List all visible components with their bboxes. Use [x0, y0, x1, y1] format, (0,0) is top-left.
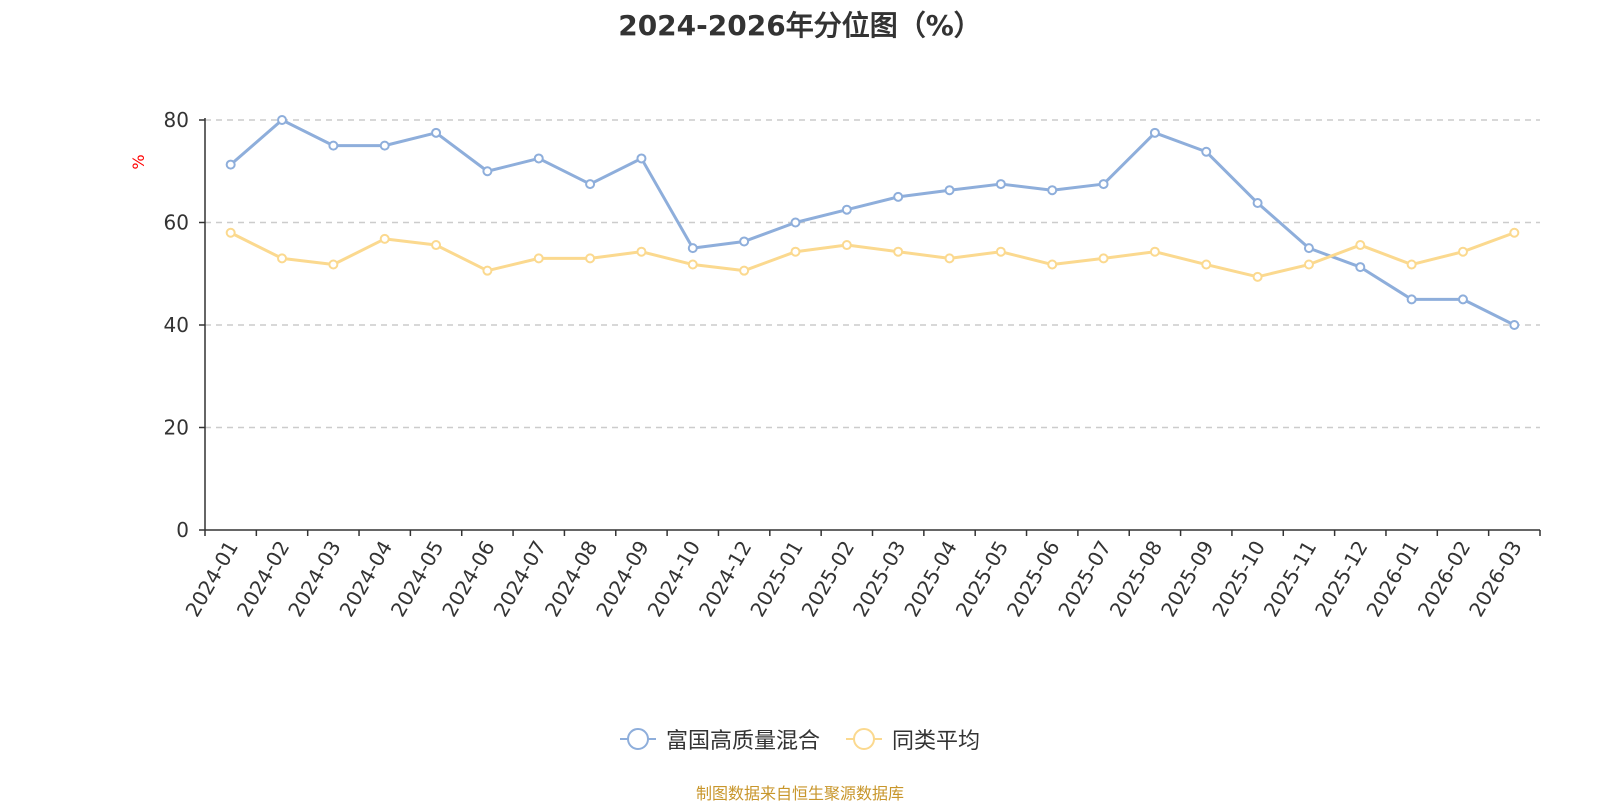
data-point[interactable] — [636, 246, 647, 257]
data-point[interactable] — [1303, 259, 1314, 270]
data-point[interactable] — [1457, 294, 1468, 305]
data-point[interactable] — [277, 115, 288, 125]
data-point[interactable] — [636, 153, 647, 164]
data-point[interactable] — [687, 259, 698, 270]
data-point[interactable] — [1457, 246, 1468, 257]
y-tick-label: 0 — [176, 518, 189, 542]
data-point[interactable] — [225, 227, 236, 238]
data-point[interactable] — [431, 240, 442, 251]
data-point[interactable] — [739, 265, 750, 276]
data-point[interactable] — [379, 233, 390, 244]
y-tick-label: 80 — [164, 108, 189, 132]
data-point[interactable] — [1201, 259, 1212, 270]
data-point[interactable] — [379, 140, 390, 151]
data-point[interactable] — [1252, 198, 1263, 209]
legend-item[interactable]: 同类平均 — [846, 723, 980, 755]
series-line — [230, 231, 1515, 279]
data-point[interactable] — [1252, 271, 1263, 282]
data-point[interactable] — [944, 253, 955, 264]
y-axis-label: % — [129, 154, 148, 169]
y-tick-label: 20 — [164, 416, 189, 440]
data-point[interactable] — [944, 185, 955, 196]
legend-label: 同类平均 — [892, 729, 981, 754]
y-tick-label: 60 — [164, 211, 189, 235]
data-point[interactable] — [1047, 259, 1058, 270]
data-point[interactable] — [893, 191, 904, 202]
data-point[interactable] — [687, 243, 698, 254]
data-point[interactable] — [1149, 127, 1160, 138]
data-point[interactable] — [995, 179, 1006, 190]
data-point[interactable] — [1355, 262, 1366, 273]
data-point[interactable] — [1047, 185, 1058, 196]
data-point[interactable] — [585, 179, 596, 190]
legend-label: 富国高质量混合 — [665, 729, 820, 754]
data-point[interactable] — [1355, 240, 1366, 251]
data-point[interactable] — [585, 253, 596, 264]
data-point[interactable] — [1201, 146, 1212, 157]
series-layer — [225, 115, 1520, 330]
axis-layer: 0204060802024-012024-022024-032024-04202… — [164, 108, 1541, 621]
grid-layer — [205, 119, 1540, 429]
data-point[interactable] — [1149, 246, 1160, 257]
series-0 — [225, 115, 1520, 330]
series-line — [229, 118, 1515, 327]
y-tick-label: 40 — [164, 313, 189, 337]
legend-marker-icon — [619, 728, 656, 750]
legend-marker-icon — [846, 728, 882, 750]
data-point[interactable] — [1509, 227, 1520, 238]
legend-item[interactable]: 富国高质量混合 — [619, 723, 820, 755]
data-point[interactable] — [482, 166, 493, 177]
series-1 — [225, 227, 1520, 282]
data-point[interactable] — [790, 246, 801, 257]
data-point[interactable] — [1098, 253, 1109, 264]
data-point[interactable] — [1303, 243, 1314, 254]
data-point[interactable] — [841, 204, 852, 215]
data-point[interactable] — [482, 265, 493, 276]
data-point[interactable] — [225, 159, 236, 170]
legend: 富国高质量混合 同类平均 — [0, 723, 1600, 755]
chart-title: 2024-2026年分位图（%） — [618, 9, 982, 42]
data-point[interactable] — [841, 240, 852, 251]
data-point[interactable] — [893, 246, 904, 257]
data-point[interactable] — [739, 236, 750, 247]
data-point[interactable] — [1098, 179, 1109, 190]
data-point[interactable] — [1406, 294, 1417, 305]
source-note: 制图数据来自恒生聚源数据库 — [695, 784, 904, 803]
data-point[interactable] — [1509, 320, 1520, 330]
data-point[interactable] — [431, 127, 442, 138]
data-point[interactable] — [277, 253, 288, 264]
data-point[interactable] — [328, 259, 339, 270]
data-point[interactable] — [790, 217, 801, 228]
data-point[interactable] — [533, 253, 544, 264]
data-point[interactable] — [533, 153, 544, 164]
data-point[interactable] — [328, 140, 339, 151]
data-point[interactable] — [1406, 259, 1417, 270]
data-point[interactable] — [995, 246, 1006, 257]
